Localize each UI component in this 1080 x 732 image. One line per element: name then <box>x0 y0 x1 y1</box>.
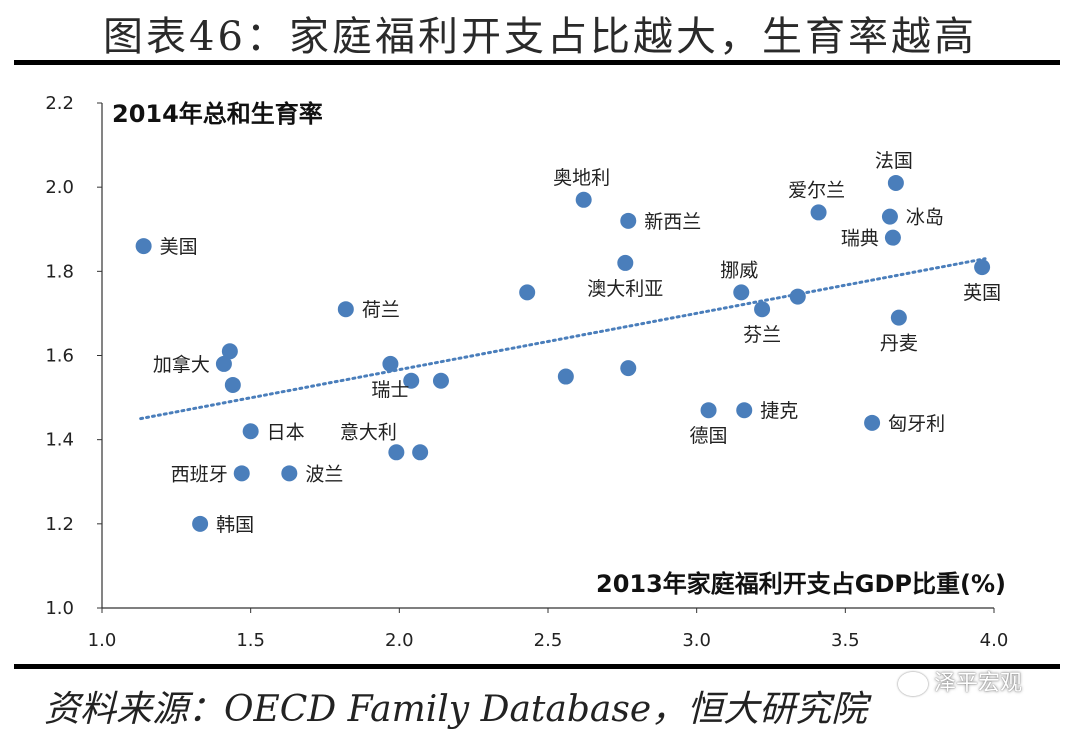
point-label: 冰岛 <box>906 207 944 229</box>
data-point <box>136 238 152 254</box>
trendline-group <box>141 259 985 419</box>
point-label: 芬兰 <box>743 324 781 346</box>
point-label: 丹麦 <box>880 333 918 355</box>
data-point <box>620 213 636 229</box>
data-point <box>222 343 238 359</box>
x-axis-label: 2013年家庭福利开支占GDP比重(%) <box>596 570 1006 598</box>
y-tick-label: 1.8 <box>45 261 74 282</box>
y-tick-label: 1.6 <box>45 346 74 367</box>
scatter-chart: 1.0 1.5 2.0 2.5 3.0 3.5 4.0 1.0 1.2 1.4 1.6 1.8 2.0 2… <box>0 0 1080 664</box>
y-tick-label: 1.4 <box>45 430 74 451</box>
data-point <box>412 444 428 460</box>
data-point <box>382 356 398 372</box>
point-label: 英国 <box>963 282 1001 304</box>
data-point <box>754 301 770 317</box>
point-label: 瑞士 <box>371 379 409 401</box>
point-label: 匈牙利 <box>888 413 945 435</box>
point-labels: 美国荷兰加拿大日本西班牙 波兰韩国 瑞士意大利 奥地利新西兰澳大利亚德国 捷克 挪威芬兰 爱… <box>153 150 1001 536</box>
point-label: 挪威 <box>720 259 758 281</box>
data-point <box>882 209 898 225</box>
wechat-icon <box>898 672 928 696</box>
data-point <box>338 301 354 317</box>
point-label: 意大利 <box>340 421 397 443</box>
data-point <box>281 465 297 481</box>
point-label: 瑞典 <box>841 228 879 250</box>
point-label: 波兰 <box>305 463 343 485</box>
data-point <box>701 402 717 418</box>
point-label: 爱尔兰 <box>788 179 845 201</box>
point-label: 韩国 <box>216 514 254 536</box>
point-label: 澳大利亚 <box>587 278 663 300</box>
data-point <box>811 204 827 220</box>
x-tick-label: 2.5 <box>534 630 563 651</box>
trendline <box>141 259 985 419</box>
y-axis-label: 2014年总和生育率 <box>112 100 323 128</box>
x-tick-label: 1.0 <box>88 630 117 651</box>
data-point <box>891 310 907 326</box>
x-tick-label: 2.0 <box>385 630 414 651</box>
point-label: 日本 <box>267 421 305 443</box>
data-point <box>620 360 636 376</box>
data-point <box>234 465 250 481</box>
x-tick-label: 3.5 <box>831 630 860 651</box>
point-label: 加拿大 <box>153 353 210 376</box>
data-point <box>192 516 208 532</box>
x-tick-label: 3.0 <box>682 630 711 651</box>
point-label: 荷兰 <box>362 299 400 321</box>
data-point <box>790 289 806 305</box>
data-point <box>433 373 449 389</box>
watermark: 泽平宏观 <box>898 665 1022 697</box>
data-point <box>617 255 633 271</box>
point-label: 新西兰 <box>644 211 701 233</box>
data-point <box>519 284 535 300</box>
y-tick-label: 2.0 <box>45 177 74 198</box>
x-tick-label: 1.5 <box>236 630 265 651</box>
watermark-text: 泽平宏观 <box>934 671 1022 696</box>
data-point <box>243 423 259 439</box>
data-point <box>388 444 404 460</box>
y-tick-label: 1.2 <box>45 514 74 535</box>
y-tick-label: 1.0 <box>45 598 74 619</box>
point-label: 美国 <box>160 236 198 258</box>
data-point <box>885 230 901 246</box>
data-point <box>225 377 241 393</box>
data-point <box>736 402 752 418</box>
point-label: 奥地利 <box>553 167 610 189</box>
data-point <box>864 415 880 431</box>
data-point <box>558 369 574 385</box>
point-label: 法国 <box>875 150 913 172</box>
data-point <box>974 259 990 275</box>
data-point <box>733 284 749 300</box>
x-tick-label: 4.0 <box>980 630 1009 651</box>
data-point <box>576 192 592 208</box>
point-label: 西班牙 <box>171 463 228 485</box>
data-point <box>888 175 904 191</box>
y-tick-label: 2.2 <box>45 93 74 114</box>
point-label: 德国 <box>690 425 728 447</box>
point-label: 捷克 <box>760 400 798 422</box>
source-note: 资料来源：OECD Family Database，恒大研究院 <box>44 680 867 732</box>
